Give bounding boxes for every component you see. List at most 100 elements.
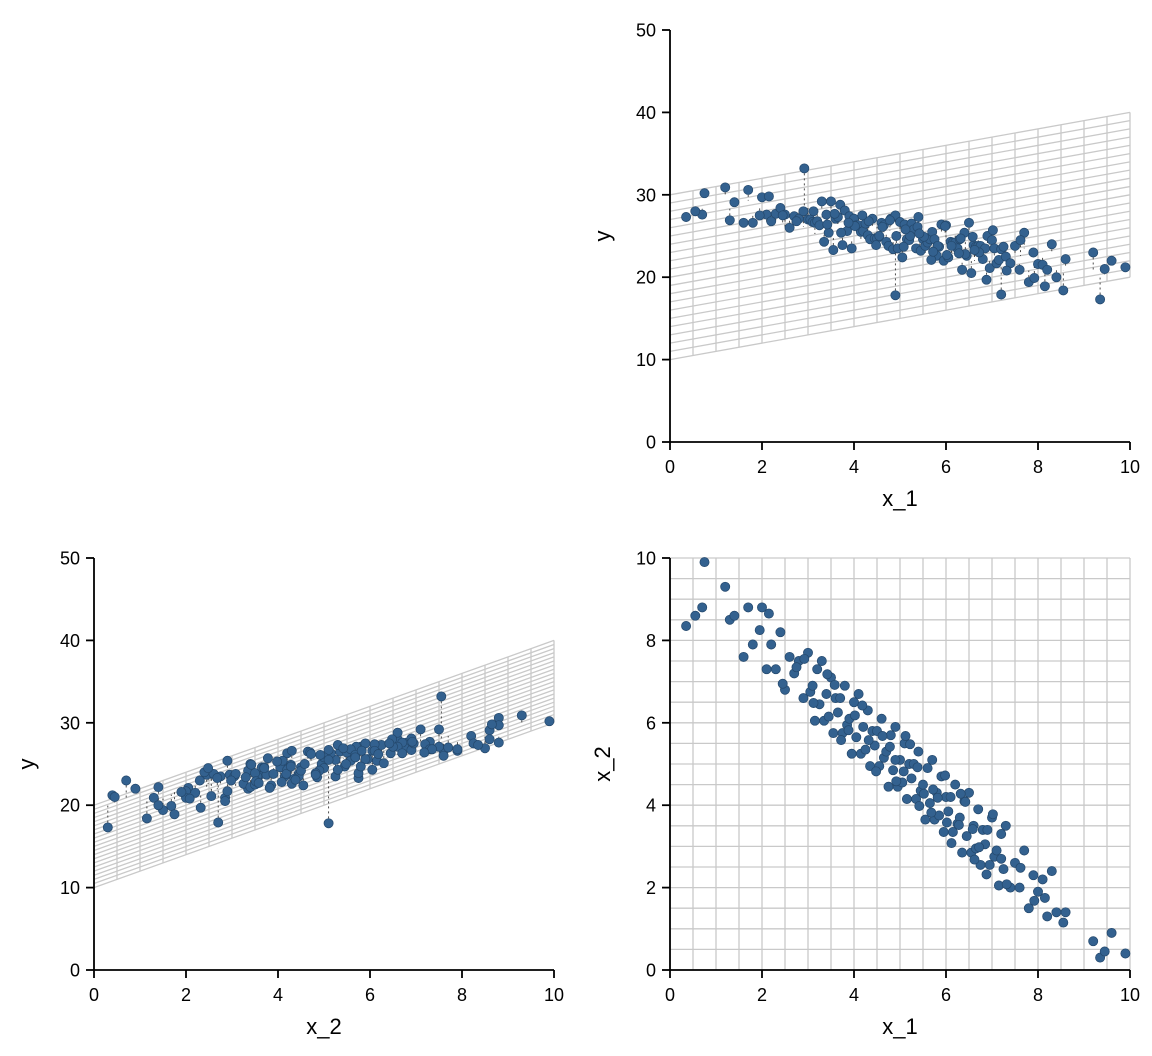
scatter-point	[836, 227, 847, 238]
scatter-point	[253, 778, 264, 788]
scatter-point	[298, 780, 309, 791]
x-tick-label: 0	[89, 985, 99, 1005]
scatter-point	[720, 581, 731, 592]
scatter-point	[109, 792, 120, 802]
scatter-point	[883, 781, 894, 792]
scatter-point	[807, 680, 818, 691]
scatter-point	[940, 770, 951, 781]
scatter-points	[681, 557, 1131, 963]
x-axis-label: x_1	[882, 486, 917, 511]
panel-y-vs-x1: 0 2 4 6 8 10 0 10 20 30 40 50 x_1 y	[576, 0, 1152, 528]
scatter-point	[222, 755, 233, 766]
y-tick-label: 40	[636, 103, 656, 123]
x-tick-label: 8	[1033, 457, 1043, 477]
scatter-point	[281, 768, 292, 779]
y-tick-label: 8	[646, 631, 656, 651]
scatter-point	[984, 263, 995, 274]
x-tick-label: 6	[941, 457, 951, 477]
scatter-point	[876, 713, 887, 724]
scatter-point	[799, 163, 810, 174]
scatter-point	[974, 842, 985, 853]
scatter-point	[323, 818, 334, 829]
scatter-point	[102, 822, 113, 833]
scatter-point	[1051, 272, 1062, 283]
scatter-point	[863, 216, 874, 227]
scatter-point	[836, 735, 847, 746]
scatter-point	[913, 212, 924, 222]
scatter-point	[1106, 255, 1117, 266]
scatter-point	[775, 627, 786, 638]
scatter-point	[754, 625, 765, 636]
x-tick-label: 8	[457, 985, 467, 1005]
scatter-point	[863, 735, 874, 746]
scatter-point	[184, 793, 195, 804]
scatter-point	[897, 252, 908, 263]
scatter-point	[913, 746, 924, 757]
scatter-point	[1060, 254, 1071, 265]
scatter-point	[268, 768, 279, 779]
x-tick-label: 8	[1033, 985, 1043, 1005]
scatter-point	[871, 240, 882, 251]
scatter-point	[998, 241, 1009, 252]
scatter-point	[885, 730, 896, 741]
scatter-point	[900, 224, 911, 235]
scatter-point	[419, 747, 430, 758]
scatter-point	[757, 602, 767, 613]
scatter-point	[153, 800, 164, 811]
scatter-point	[905, 739, 916, 750]
scatter-point	[784, 222, 795, 233]
scatter-point	[1033, 886, 1043, 897]
scatter-point	[415, 724, 426, 735]
scatter-point	[926, 254, 937, 265]
scatter-point	[1015, 862, 1026, 873]
scatter-point	[849, 697, 859, 708]
y-tick-label: 20	[636, 268, 656, 288]
scatter-point	[286, 745, 297, 756]
scatter-point	[690, 206, 701, 217]
scatter-point	[946, 838, 957, 849]
scatter-point	[996, 289, 1007, 300]
scatter-point	[493, 737, 504, 748]
scatter-point	[1099, 264, 1110, 274]
scatter-point	[1120, 948, 1131, 959]
scatter-plot-y-vs-x2: 0 2 4 6 8 10 0 10 20 30 40 50 x_2 y	[14, 549, 564, 1040]
scatter-point	[918, 788, 929, 799]
scatter-point	[953, 248, 964, 259]
scatter-point	[822, 219, 833, 230]
y-tick-label: 4	[646, 796, 656, 816]
scatter-point	[766, 216, 777, 227]
scatter-point	[378, 758, 389, 769]
scatter-plot-x2-vs-x1: 0 2 4 6 8 10 0 2 4 6 8 10 x_1 x_2	[590, 549, 1140, 1040]
scatter-point	[799, 653, 810, 664]
scatter-point	[953, 820, 964, 830]
scatter-point	[1019, 845, 1030, 856]
scatter-point	[891, 776, 902, 787]
scatter-point	[148, 792, 159, 803]
scatter-point	[272, 756, 283, 767]
scatter-point	[194, 775, 205, 786]
scatter-point	[987, 809, 998, 820]
scatter-point	[1051, 907, 1062, 918]
scatter-point	[443, 742, 454, 753]
y-tick-label: 10	[636, 350, 656, 370]
scatter-point	[761, 664, 772, 675]
scatter-point	[890, 721, 901, 732]
scatter-point	[912, 762, 923, 773]
scatter-point	[898, 241, 909, 252]
scatter-point	[341, 759, 352, 769]
scatter-point	[888, 765, 899, 776]
scatter-point	[754, 210, 765, 221]
scatter-point	[969, 854, 980, 865]
y-tick-label: 30	[636, 185, 656, 205]
scatter-point	[914, 801, 925, 811]
scatter-point	[360, 754, 371, 765]
scatter-point	[941, 250, 952, 260]
scatter-point	[828, 728, 839, 739]
empty-panel	[0, 0, 576, 528]
scatter-point	[747, 639, 758, 650]
scatter-point	[849, 710, 860, 721]
y-tick-label: 2	[646, 878, 656, 898]
scatter-points	[681, 163, 1131, 305]
x-tick-label: 4	[273, 985, 283, 1005]
scatter-point	[843, 725, 854, 736]
